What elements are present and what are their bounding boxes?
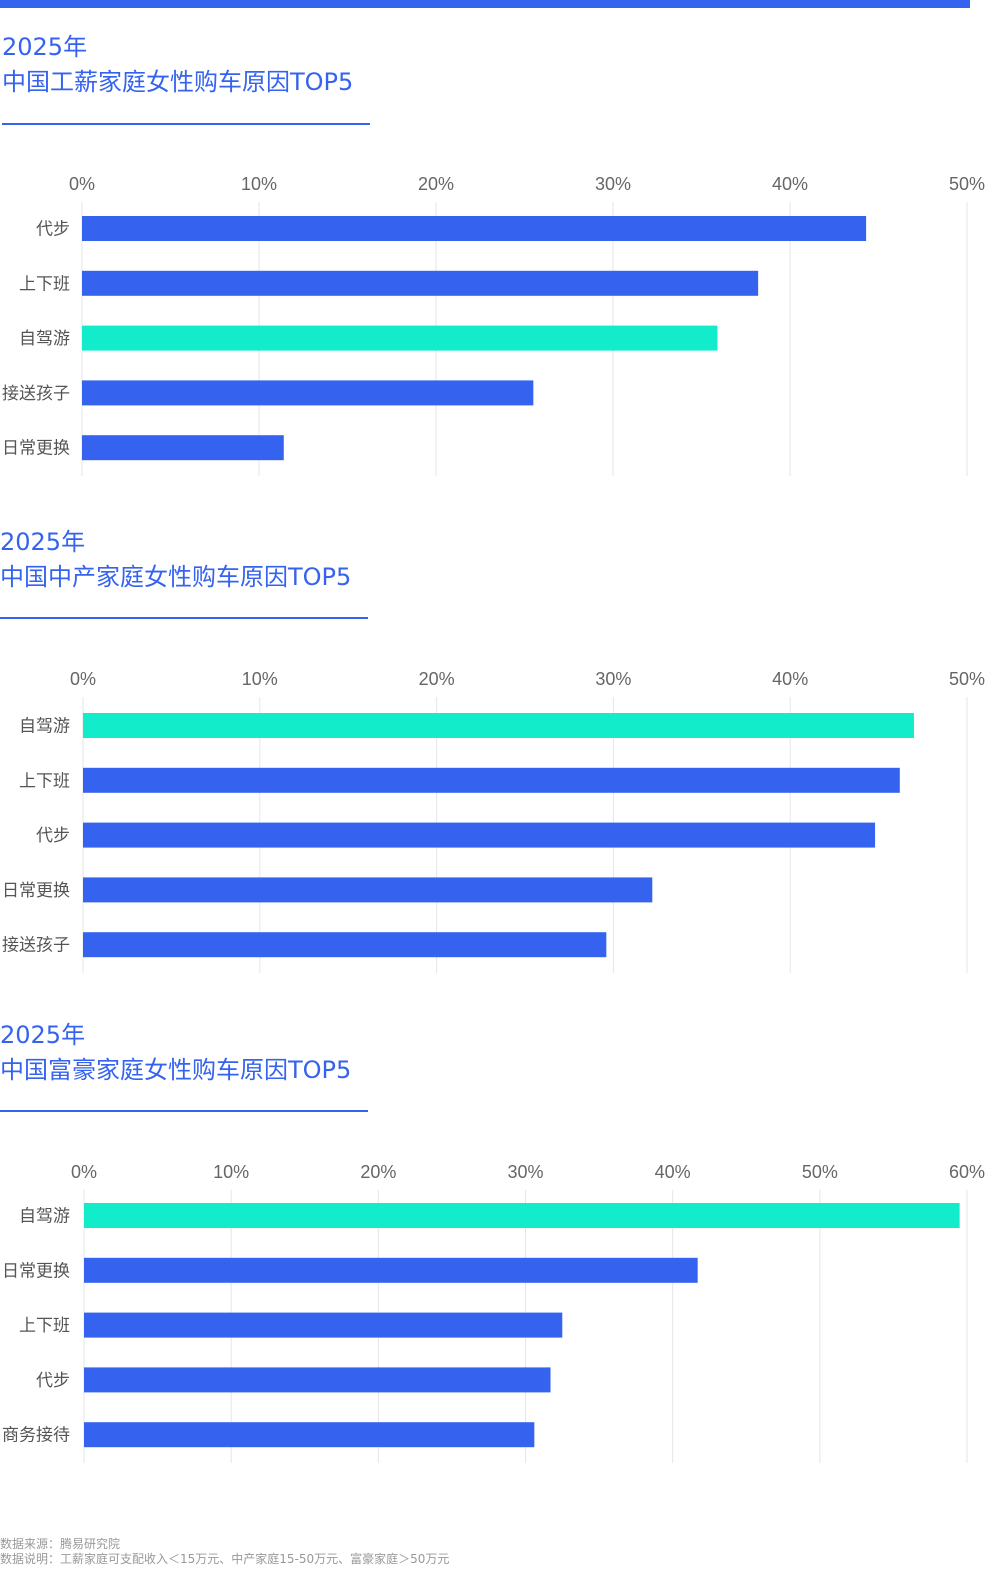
category-label: 上下班 bbox=[19, 1316, 70, 1336]
category-label: 日常更换 bbox=[2, 881, 70, 901]
bar bbox=[84, 1312, 563, 1338]
category-label: 接送孩子 bbox=[2, 936, 70, 956]
category-label: 日常更换 bbox=[2, 1261, 70, 1281]
category-label: 代步 bbox=[36, 220, 70, 240]
x-tick-label: 30% bbox=[595, 669, 631, 689]
x-tick-label: 10% bbox=[241, 174, 277, 194]
data-note: 数据说明：工薪家庭可支配收入＜15万元、中产家庭15-50万元、富豪家庭＞50万… bbox=[0, 1552, 450, 1566]
category-label: 日常更换 bbox=[2, 439, 70, 459]
chart3-title: 中国富豪家庭女性购车原因TOP5 bbox=[0, 1056, 352, 1084]
bar bbox=[82, 435, 284, 461]
category-label: 自驾游 bbox=[19, 717, 70, 737]
x-tick-label: 30% bbox=[595, 174, 631, 194]
category-label: 接送孩子 bbox=[2, 384, 70, 404]
x-tick-label: 0% bbox=[71, 1162, 97, 1182]
x-tick-label: 40% bbox=[655, 1162, 691, 1182]
category-label: 上下班 bbox=[19, 274, 70, 294]
bar bbox=[84, 1367, 551, 1393]
x-tick-label: 20% bbox=[360, 1162, 396, 1182]
x-tick-label: 10% bbox=[213, 1162, 249, 1182]
category-label: 代步 bbox=[36, 826, 70, 846]
category-label: 自驾游 bbox=[19, 329, 70, 349]
x-tick-label: 40% bbox=[772, 174, 808, 194]
chart3-title-rule bbox=[0, 1110, 368, 1112]
bar bbox=[83, 932, 607, 958]
bar bbox=[84, 1422, 535, 1448]
bar bbox=[82, 270, 759, 296]
bar bbox=[83, 713, 914, 738]
bar bbox=[82, 325, 718, 351]
chart1-year: 2025年 bbox=[2, 33, 88, 61]
category-label: 代步 bbox=[36, 1371, 70, 1391]
chart1-title-rule bbox=[2, 123, 370, 125]
x-tick-label: 0% bbox=[70, 669, 96, 689]
chart2-title-rule bbox=[0, 617, 368, 619]
bar bbox=[83, 877, 653, 903]
category-label: 自驾游 bbox=[19, 1207, 70, 1227]
bar bbox=[84, 1203, 960, 1228]
category-label: 商务接待 bbox=[2, 1426, 70, 1446]
x-tick-label: 20% bbox=[419, 669, 455, 689]
x-tick-label: 50% bbox=[949, 669, 985, 689]
bar bbox=[84, 1257, 698, 1283]
bar bbox=[83, 767, 900, 793]
category-label: 上下班 bbox=[19, 771, 70, 791]
chart1-title: 中国工薪家庭女性购车原因TOP5 bbox=[2, 68, 354, 96]
chart2-title: 中国中产家庭女性购车原因TOP5 bbox=[0, 563, 352, 591]
chart2-year: 2025年 bbox=[0, 528, 86, 556]
bar bbox=[82, 216, 867, 241]
x-tick-label: 10% bbox=[242, 669, 278, 689]
x-tick-label: 60% bbox=[949, 1162, 985, 1182]
chart3-year: 2025年 bbox=[0, 1021, 86, 1049]
x-tick-label: 50% bbox=[949, 174, 985, 194]
x-tick-label: 50% bbox=[802, 1162, 838, 1182]
x-tick-label: 20% bbox=[418, 174, 454, 194]
bar bbox=[83, 822, 876, 848]
x-tick-label: 0% bbox=[69, 174, 95, 194]
top-accent-bar bbox=[0, 0, 970, 8]
x-tick-label: 40% bbox=[772, 669, 808, 689]
source-note: 数据来源：腾易研究院 bbox=[0, 1537, 121, 1551]
bar bbox=[82, 380, 534, 406]
x-tick-label: 30% bbox=[507, 1162, 543, 1182]
